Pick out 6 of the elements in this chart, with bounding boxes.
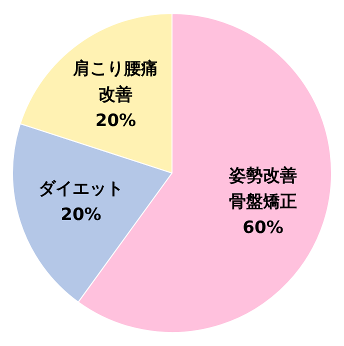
data-label: 20% <box>60 204 102 225</box>
slice-label: ダイエット <box>38 178 124 199</box>
slice-label: 姿勢改善骨盤矯正 <box>228 164 298 212</box>
data-label: 60% <box>242 218 284 238</box>
data-label: 20% <box>95 111 136 131</box>
slice-label: 肩こり腰痛改善 <box>72 59 158 105</box>
